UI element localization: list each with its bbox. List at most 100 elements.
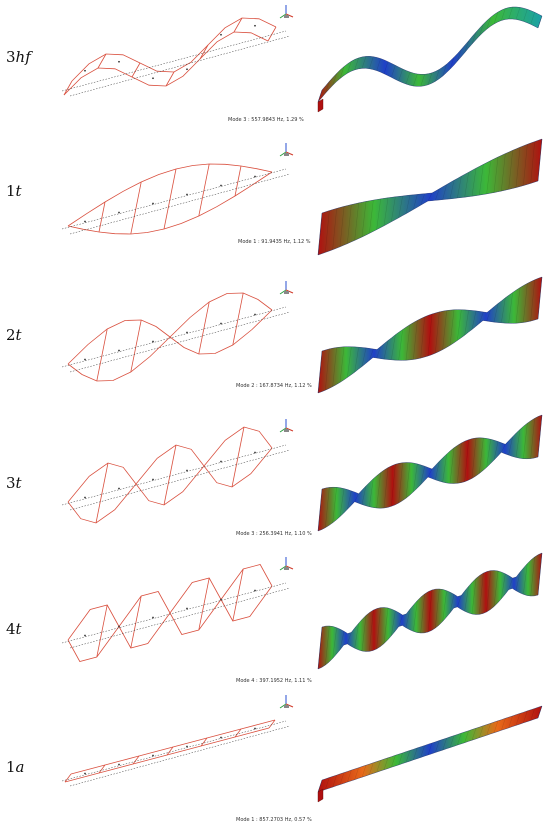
- fem-mesh-line: [515, 147, 521, 188]
- mesh-node: [152, 754, 154, 757]
- mesh-node: [118, 487, 120, 490]
- mesh-node: [186, 607, 188, 610]
- fem-mesh-line: [347, 490, 352, 510]
- fem-mesh-lines: [317, 414, 543, 532]
- fem-mesh-line: [435, 311, 440, 354]
- dashed-centerline: [61, 720, 287, 782]
- fem-mesh-line: [530, 708, 535, 721]
- fem-mesh-line: [383, 467, 389, 508]
- fem-mesh-line: [442, 590, 447, 622]
- dashed-centerline: [69, 725, 291, 787]
- mesh-node: [118, 60, 120, 63]
- wire-rung: [130, 595, 142, 649]
- fem-mesh-line: [361, 485, 367, 505]
- fem-mesh-line: [530, 12, 535, 25]
- mesh-node: [84, 220, 86, 223]
- fem-mesh-line: [398, 752, 403, 765]
- wire-rung: [63, 80, 73, 96]
- mesh-node: [118, 763, 120, 766]
- fem-mesh-line: [376, 472, 381, 509]
- fem-mesh-line: [493, 157, 499, 193]
- undeformed-mesh: [61, 444, 291, 511]
- fem-mesh-line: [339, 206, 345, 247]
- fem-mesh-line: [427, 313, 433, 357]
- fem-mesh-line: [515, 287, 521, 324]
- axis-y-icon: [279, 703, 287, 709]
- fem-mesh-line: [537, 276, 543, 320]
- fem-mesh-line: [515, 7, 521, 20]
- fem-mesh-line: [486, 309, 491, 322]
- wireframe-4t: [61, 557, 294, 662]
- fem-mesh-line: [317, 488, 323, 532]
- fem-mesh-line: [361, 201, 367, 237]
- fem-mesh-line: [391, 65, 396, 78]
- wire-edge-bottom: [67, 564, 273, 662]
- fem-ribbon: [317, 552, 543, 670]
- fem-mesh-line: [332, 627, 337, 659]
- fem-mesh-line: [427, 589, 433, 633]
- fem-mesh-line: [420, 593, 425, 634]
- fem-mesh-line: [376, 346, 381, 359]
- fem-mesh-line: [391, 196, 396, 222]
- dashed-centerline: [69, 311, 291, 373]
- mode-label-3t: 3t: [6, 474, 22, 492]
- axis-y-icon: [279, 565, 287, 571]
- mesh-node: [254, 727, 256, 730]
- fem-mesh-line: [457, 595, 462, 607]
- mesh-node: [84, 634, 86, 637]
- fem-mesh-line: [530, 141, 535, 184]
- fem-mesh-line: [361, 615, 367, 651]
- dashed-centerline: [69, 587, 291, 649]
- fem-mesh-line: [523, 710, 528, 723]
- fem-mesh-line: [361, 347, 367, 367]
- fem-mesh-line: [523, 563, 528, 595]
- axis-box-icon: [284, 153, 289, 156]
- fem-mesh-line: [354, 347, 359, 373]
- wire-rung: [268, 719, 276, 729]
- fem-mesh-line: [317, 350, 323, 394]
- fem-mesh-line: [354, 767, 359, 780]
- fem-mesh-line: [339, 66, 345, 79]
- wire-rung: [198, 301, 210, 355]
- fem-contour-1t: [317, 138, 543, 256]
- fem-mesh-line: [420, 74, 425, 87]
- dashed-centerline: [69, 35, 291, 97]
- fem-mesh-line: [449, 309, 455, 346]
- fem-mesh-line: [369, 348, 374, 361]
- fem-mesh-line: [361, 765, 367, 778]
- mesh-node: [220, 184, 222, 187]
- mesh-node: [186, 193, 188, 196]
- fem-mesh-line: [427, 72, 433, 85]
- fem-mesh-line: [435, 461, 440, 480]
- fem-mesh-line: [325, 81, 330, 94]
- fem-mesh-line: [391, 755, 396, 768]
- fem-mesh-line: [508, 436, 513, 456]
- fem-mesh-line: [471, 438, 477, 479]
- fem-mesh-line: [457, 733, 462, 746]
- fem-mesh-line: [442, 184, 447, 200]
- wire-rung: [233, 17, 243, 33]
- fem-mesh-lines: [317, 552, 543, 670]
- fem-mesh-line: [369, 762, 374, 775]
- fem-mesh-line: [508, 715, 513, 728]
- mesh-node: [254, 451, 256, 454]
- fem-mesh-line: [427, 192, 433, 202]
- fem-mesh-line: [376, 58, 381, 71]
- fem-mesh-line: [383, 340, 389, 360]
- fem-mesh-line: [413, 600, 418, 632]
- fem-mesh-line: [361, 56, 367, 69]
- fem-mesh-line: [405, 609, 411, 628]
- fem-mesh-line: [537, 705, 543, 719]
- fem-mesh-line: [493, 720, 499, 733]
- fem-mesh-line: [398, 462, 403, 504]
- fem-mesh-line: [427, 468, 433, 478]
- fem-contour-2t: [317, 276, 543, 394]
- fem-mesh-line: [369, 200, 374, 234]
- fem-mesh-line: [479, 725, 484, 738]
- fem-ribbon-end-face: [317, 98, 324, 113]
- fem-mesh-line: [442, 310, 447, 350]
- mesh-node: [220, 598, 222, 601]
- fem-mesh-line: [486, 17, 491, 30]
- fem-mesh-line: [420, 745, 425, 758]
- fem-contour-3hf: [317, 6, 543, 113]
